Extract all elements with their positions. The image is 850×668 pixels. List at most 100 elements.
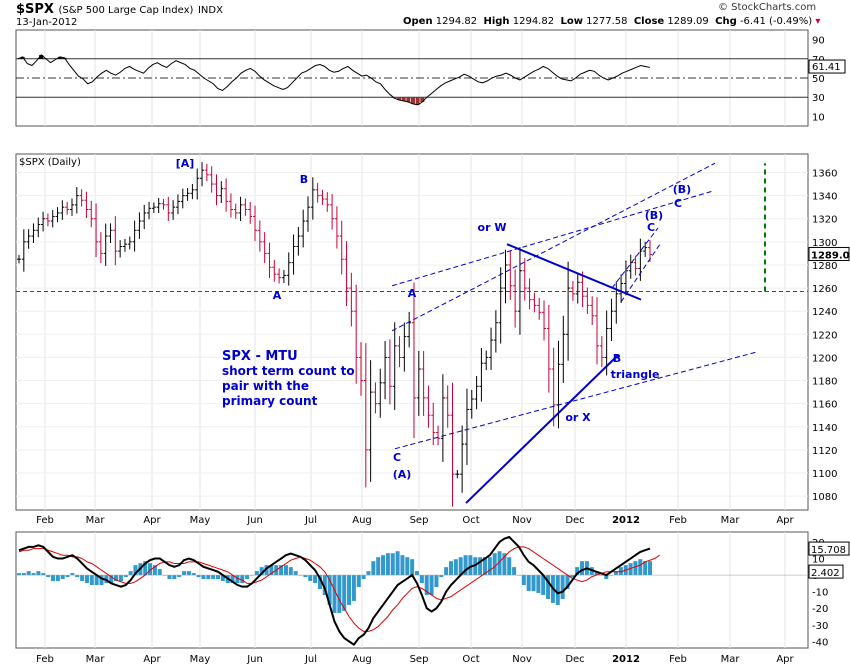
macd-histogram-bar bbox=[614, 571, 619, 576]
macd-histogram-bar bbox=[293, 571, 298, 576]
brand-watermark: © StockCharts.com bbox=[718, 2, 817, 13]
wave-label: triangle bbox=[611, 368, 660, 381]
annotation-line: short term count to bbox=[222, 364, 355, 378]
macd-histogram-bar bbox=[424, 575, 429, 595]
macd-histogram-bar bbox=[434, 575, 439, 588]
wave-label: (B) bbox=[645, 209, 663, 222]
macd-histogram-bar bbox=[206, 575, 211, 580]
macd-histogram-bar bbox=[259, 567, 264, 576]
price-panel-title: $SPX (Daily) bbox=[19, 157, 81, 168]
macd-histogram-bar bbox=[580, 561, 585, 576]
macd-histogram-bar bbox=[17, 573, 21, 576]
macd-frame bbox=[15, 531, 809, 649]
price-tick-label: 1080 bbox=[812, 492, 837, 503]
macd-histogram-bar bbox=[21, 573, 26, 576]
macd-histogram-bar bbox=[216, 575, 221, 580]
macd-histogram-bar bbox=[497, 551, 502, 576]
price-month-label: Dec bbox=[565, 515, 584, 526]
price-tick-label: 1360 bbox=[812, 168, 837, 179]
macd-histogram-bar bbox=[269, 565, 274, 576]
macd-histogram-bar bbox=[308, 575, 313, 582]
rsi-oversold-fill bbox=[406, 97, 411, 102]
price-month-label: May bbox=[190, 515, 211, 526]
macd-histogram-bar bbox=[366, 571, 371, 576]
macd-histogram-bar bbox=[395, 551, 400, 576]
macd-histogram-bar bbox=[283, 565, 288, 576]
wedge-lower-line bbox=[620, 243, 661, 303]
macd-histogram-bar bbox=[31, 573, 36, 576]
macd-histogram-bar bbox=[618, 567, 623, 576]
price-month-label: 2012 bbox=[612, 515, 640, 526]
macd-histogram-bar bbox=[526, 575, 531, 591]
macd-histogram-bar bbox=[118, 575, 123, 582]
macd-histogram-bar bbox=[211, 575, 216, 580]
macd-histogram-bar bbox=[570, 575, 575, 578]
macd-histogram-bar bbox=[351, 575, 356, 601]
down-arrow-icon: ▾ bbox=[815, 16, 821, 27]
price-month-label: Feb bbox=[36, 515, 54, 526]
symbol: $SPX bbox=[16, 2, 54, 17]
macd-month-label: Feb bbox=[36, 654, 54, 665]
macd-histogram-bar bbox=[555, 575, 560, 605]
macd-histogram-bar bbox=[487, 557, 492, 576]
price-tick-label: 1240 bbox=[812, 307, 837, 318]
macd-histogram-bar bbox=[546, 575, 551, 599]
price-month-label: Sep bbox=[410, 515, 429, 526]
macd-histogram-bar bbox=[245, 575, 250, 580]
macd-histogram-bar bbox=[390, 553, 395, 576]
macd-hist-last-value: 2.402 bbox=[811, 568, 840, 579]
price-tick-label: 1280 bbox=[812, 261, 837, 272]
macd-histogram-bar bbox=[235, 575, 240, 584]
macd-histogram-bar bbox=[381, 555, 386, 576]
macd-histogram-bar bbox=[536, 575, 541, 593]
price-month-label: Jul bbox=[304, 515, 317, 526]
macd-histogram-bar bbox=[633, 561, 638, 576]
macd-histogram-bar bbox=[60, 575, 65, 580]
price-month-label: Mar bbox=[721, 515, 741, 526]
macd-histogram-bar bbox=[560, 575, 565, 599]
macd-month-label: Jun bbox=[246, 654, 263, 665]
macd-histogram-bar bbox=[55, 575, 60, 582]
macd-histogram-bar bbox=[133, 565, 138, 576]
macd-month-label: Oct bbox=[462, 654, 479, 665]
macd-histogram-bar bbox=[502, 553, 507, 576]
close-label: Close bbox=[633, 16, 665, 27]
macd-histogram-bar bbox=[444, 567, 449, 576]
price-month-label: Nov bbox=[512, 515, 532, 526]
macd-histogram-bar bbox=[230, 575, 235, 584]
wave-label: or X bbox=[565, 411, 591, 424]
price-month-label: Feb bbox=[669, 515, 687, 526]
macd-last-value: 15.708 bbox=[811, 545, 846, 556]
macd-tick-label: -10 bbox=[812, 588, 828, 599]
macd-histogram-bar bbox=[109, 575, 114, 584]
macd-histogram-bar bbox=[453, 559, 458, 576]
upper-channel-line bbox=[391, 162, 716, 332]
price-month-label: Apr bbox=[776, 515, 794, 526]
macd-histogram-bar bbox=[288, 567, 293, 576]
annotation-line: SPX - MTU bbox=[222, 349, 298, 364]
price-tick-label: 1200 bbox=[812, 353, 837, 364]
macd-tick-label: -40 bbox=[812, 637, 828, 648]
macd-histogram-bar bbox=[322, 575, 327, 595]
macd-histogram-bar bbox=[70, 573, 75, 576]
macd-histogram-bar bbox=[46, 575, 51, 578]
macd-last-value-box bbox=[808, 541, 850, 556]
open-value: 1294.82 bbox=[435, 16, 478, 27]
price-last-value-box bbox=[808, 246, 850, 261]
annotation-line: pair with the bbox=[222, 379, 309, 393]
macd-histogram-bar bbox=[337, 575, 342, 613]
macd-histogram-bar bbox=[157, 569, 162, 576]
macd-histogram-bar bbox=[94, 575, 99, 586]
wave-label: A bbox=[273, 289, 282, 302]
macd-month-label: Dec bbox=[565, 654, 584, 665]
wave-label: (A) bbox=[393, 468, 412, 481]
macd-histogram-bar bbox=[410, 559, 415, 576]
macd-histogram-bar bbox=[114, 575, 119, 582]
macd-histogram-bar bbox=[458, 557, 463, 576]
macd-histogram-bar bbox=[371, 561, 376, 576]
macd-histogram-bar bbox=[182, 571, 187, 576]
macd-histogram-bar bbox=[201, 575, 206, 580]
high-value: 1294.82 bbox=[512, 16, 555, 27]
